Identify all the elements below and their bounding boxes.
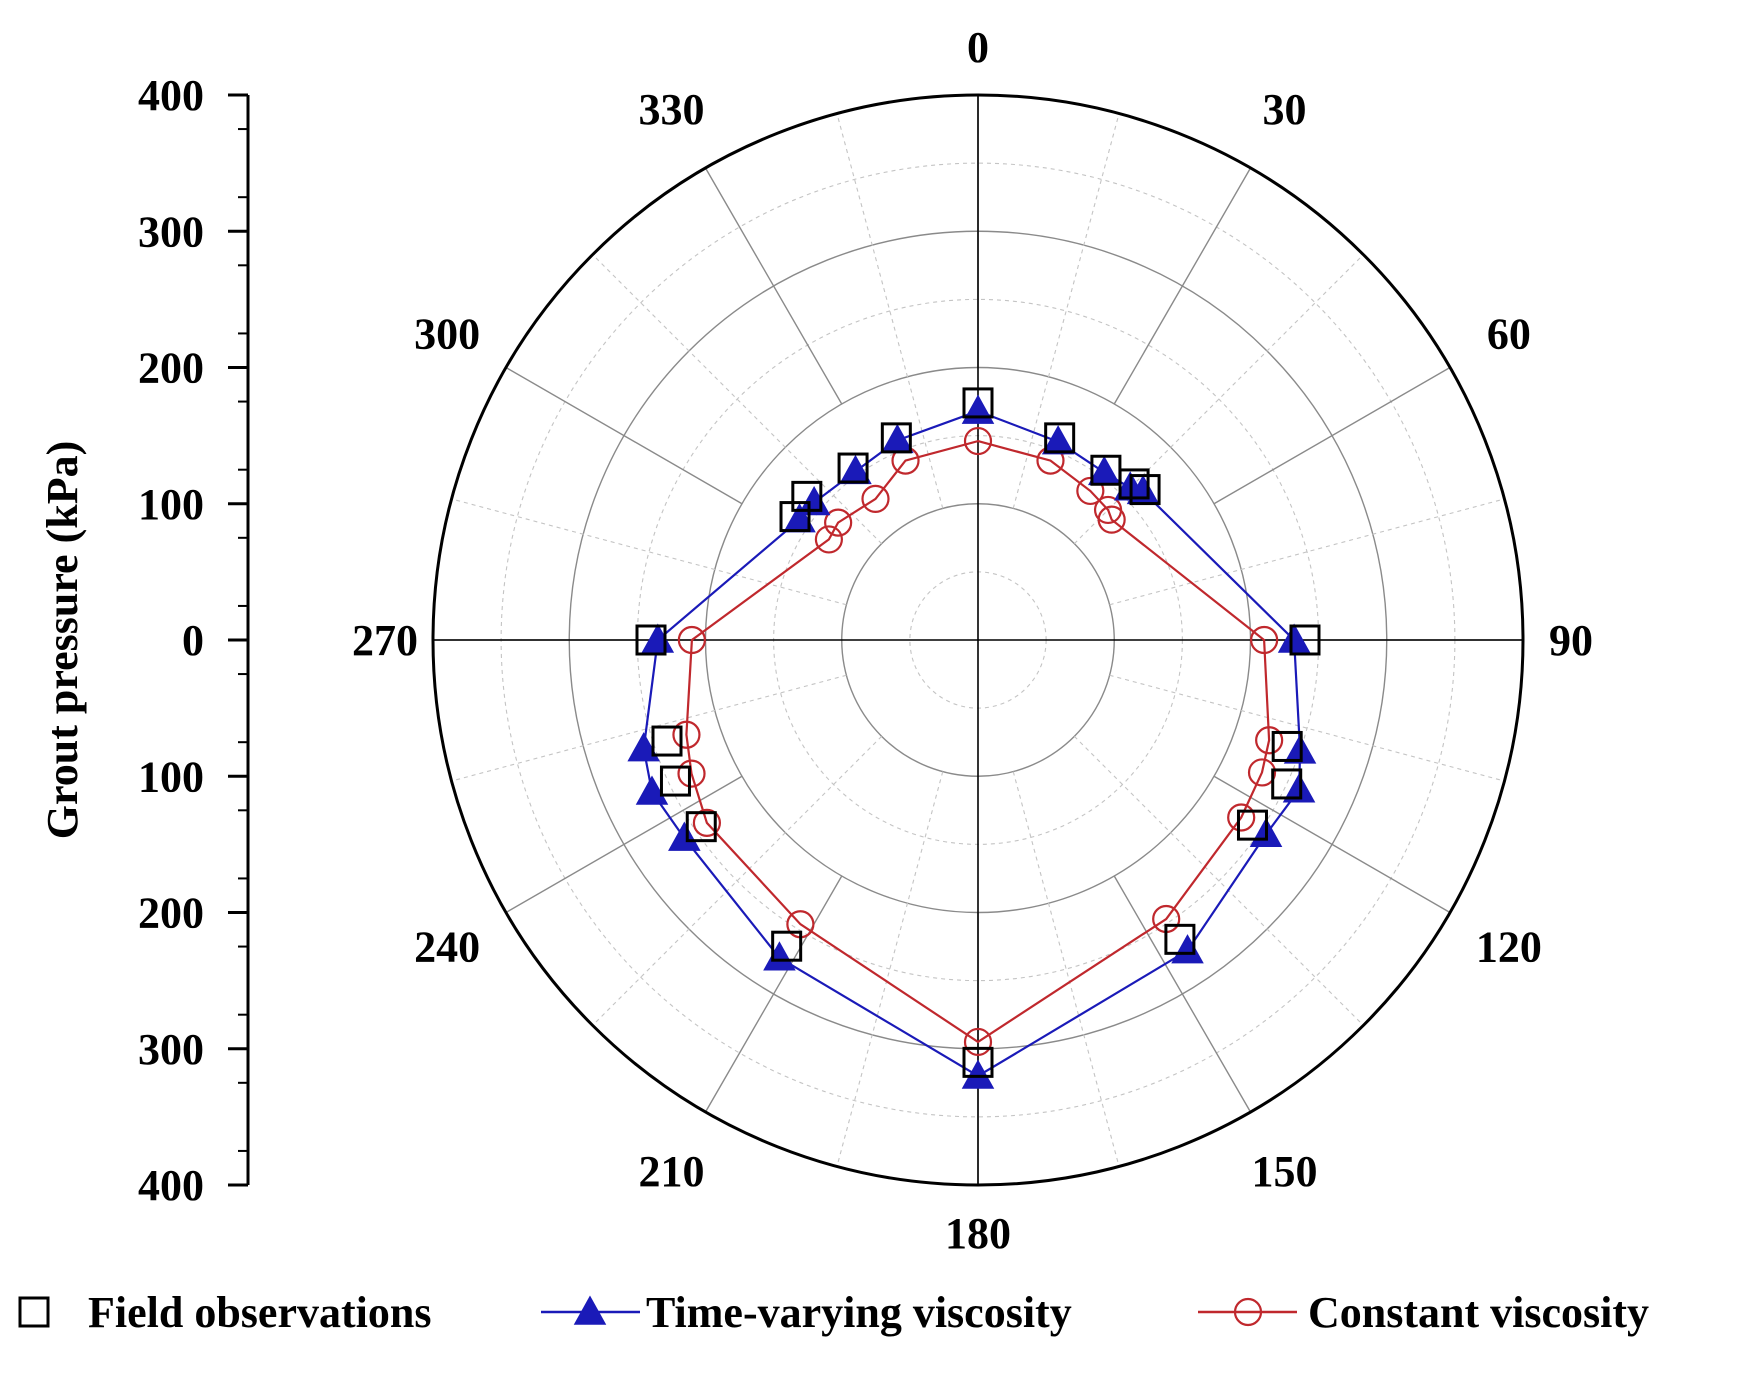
angle-label-240: 240 [414, 923, 480, 972]
data-point [677, 759, 706, 788]
data-point [1282, 773, 1316, 803]
data-point [824, 508, 853, 537]
angle-label-210: 210 [639, 1147, 705, 1196]
angle-label-150: 150 [1252, 1147, 1318, 1196]
y-tick-label: 100 [138, 752, 204, 801]
series-time-varying-viscosity [627, 394, 1317, 1089]
y-tick-label: 200 [138, 344, 204, 393]
data-point [1097, 505, 1126, 534]
data-point [1129, 474, 1161, 506]
y-tick-label: 300 [138, 1025, 204, 1074]
y-tick-label: 200 [138, 889, 204, 938]
y-tick-label: 400 [138, 71, 204, 120]
data-point [1250, 625, 1279, 655]
series-field-observations [635, 387, 1321, 1078]
data-point [677, 625, 706, 655]
grid-spoke-minor [451, 498, 847, 606]
grid-spoke [1213, 775, 1451, 914]
data-point [1247, 758, 1277, 787]
grid-spoke [1213, 366, 1451, 505]
grid-spoke [505, 775, 743, 914]
grid-spoke [704, 875, 843, 1113]
legend: Field observations Time-varying viscosity… [18, 1288, 1649, 1337]
y-axis-title: Grout pressure (kPa) [38, 441, 87, 839]
data-point [672, 720, 701, 749]
data-point [1076, 476, 1105, 506]
data-point [1271, 768, 1303, 800]
data-point [880, 422, 912, 454]
grid-spoke [704, 167, 843, 405]
angle-label-270: 270 [352, 616, 418, 665]
angle-label-90: 90 [1549, 616, 1593, 665]
data-point [962, 387, 994, 419]
series [627, 387, 1321, 1089]
data-point [961, 1059, 995, 1089]
data-point [659, 765, 691, 797]
data-point [881, 423, 914, 454]
data-point [641, 623, 675, 653]
data-point [1277, 623, 1311, 653]
data-point [861, 484, 890, 514]
data-point [837, 452, 869, 484]
data-point [1164, 923, 1196, 955]
data-point [963, 426, 993, 456]
y-axis: 400 300 200 100 0 100 200 300 400 [138, 71, 250, 1210]
data-point [791, 480, 823, 512]
data-point [763, 941, 796, 971]
data-point [779, 501, 811, 533]
legend-item: Constant viscosity [1198, 1288, 1649, 1337]
legend-marker [573, 1295, 607, 1325]
legend-marker [18, 1296, 50, 1328]
legend-label: Constant viscosity [1308, 1288, 1649, 1337]
data-point [1255, 726, 1284, 755]
data-point [651, 725, 683, 757]
y-tick-label: 300 [138, 207, 204, 256]
data-point [1289, 624, 1321, 656]
data-point [1227, 803, 1256, 832]
data-point [692, 808, 722, 837]
data-point [1236, 809, 1268, 841]
data-point [1041, 425, 1075, 455]
data-point [771, 930, 803, 962]
data-point [1271, 730, 1303, 762]
data-point [1088, 455, 1121, 486]
data-point [1118, 468, 1150, 500]
data-point [635, 775, 669, 805]
grid-spoke [1113, 167, 1252, 405]
data-point [1171, 934, 1204, 964]
angle-label-330: 330 [639, 85, 705, 134]
angle-label-120: 120 [1476, 923, 1542, 972]
grid-spoke [505, 366, 743, 505]
angle-labels: 0 30 60 90 120 150 180 210 240 270 300 330 [352, 23, 1593, 1258]
series-line [642, 409, 1302, 1078]
legend-label: Time-varying viscosity [646, 1288, 1072, 1337]
data-point [1044, 422, 1076, 454]
data-point [668, 821, 701, 851]
legend-marker [1233, 1297, 1263, 1327]
legend-label: Field observations [88, 1288, 431, 1337]
grid-spoke-minor [1012, 771, 1120, 1167]
legend-item: Field observations [18, 1288, 431, 1337]
data-point [635, 624, 667, 656]
data-point [963, 1027, 993, 1057]
angle-label-300: 300 [414, 310, 480, 359]
y-tick-label: 100 [138, 480, 204, 529]
angle-label-60: 60 [1487, 310, 1531, 359]
data-point [685, 811, 717, 843]
y-tick-label: 400 [138, 1161, 204, 1210]
legend-item: Time-varying viscosity [541, 1288, 1072, 1337]
data-point [627, 732, 660, 762]
data-point [961, 394, 995, 424]
data-point [962, 1046, 994, 1078]
series-constant-viscosity [672, 426, 1284, 1057]
grid-spoke [1113, 875, 1252, 1113]
grid-spoke-minor [451, 674, 847, 782]
angle-label-0: 0 [967, 23, 989, 72]
data-point [814, 525, 843, 554]
angle-label-180: 180 [945, 1209, 1011, 1258]
angle-label-30: 30 [1263, 85, 1307, 134]
y-tick-label: 0 [182, 616, 204, 665]
polar-grid [431, 93, 1525, 1187]
